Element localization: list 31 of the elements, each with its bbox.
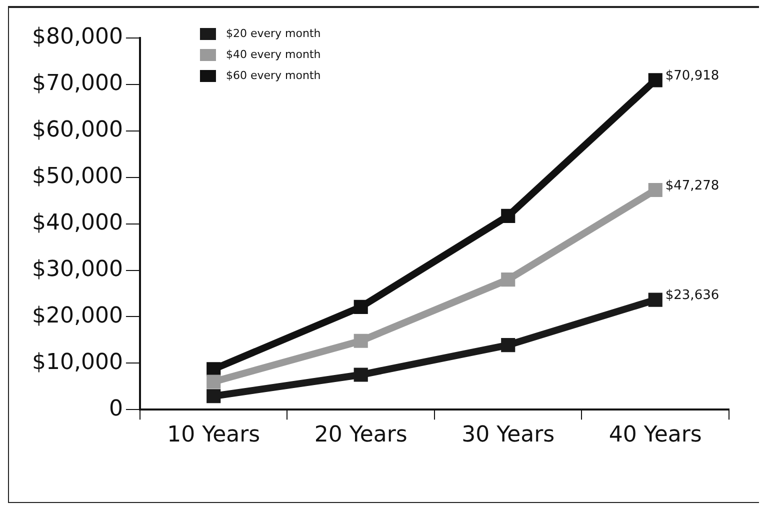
data-label: $47,278 (665, 178, 720, 194)
data-label: $70,918 (665, 68, 720, 84)
point (501, 338, 516, 352)
x-tick-label: 20 Years (314, 422, 408, 448)
y-tick-label: $70,000 (32, 71, 123, 96)
point (648, 73, 662, 88)
y-tick-label: 0 (108, 396, 123, 422)
point (206, 389, 221, 404)
legend-label: $60 every month (226, 68, 321, 82)
y-tick-label: $80,000 (32, 24, 123, 50)
point (354, 368, 368, 382)
y-tick-label: $10,000 (32, 350, 123, 375)
data-label: $23,636 (665, 288, 720, 304)
point (648, 182, 662, 198)
point (354, 300, 368, 314)
legend-label: $40 every month (226, 48, 321, 61)
point (501, 272, 516, 287)
y-tick-label: $50,000 (32, 164, 123, 190)
point (206, 362, 221, 376)
y-tick-label: $40,000 (32, 210, 123, 236)
x-tick-label: 40 Years (608, 422, 702, 448)
y-tick-label: $60,000 (32, 118, 123, 143)
point (648, 292, 662, 307)
y-tick-label: $20,000 (32, 303, 123, 328)
point (501, 208, 516, 223)
x-tick-label: 30 Years (462, 422, 555, 448)
y-tick-label: $30,000 (32, 256, 123, 282)
point (206, 374, 221, 389)
point (354, 334, 368, 348)
x-tick-label: 10 Years (167, 422, 260, 448)
legend-label: $20 every month (226, 26, 321, 40)
